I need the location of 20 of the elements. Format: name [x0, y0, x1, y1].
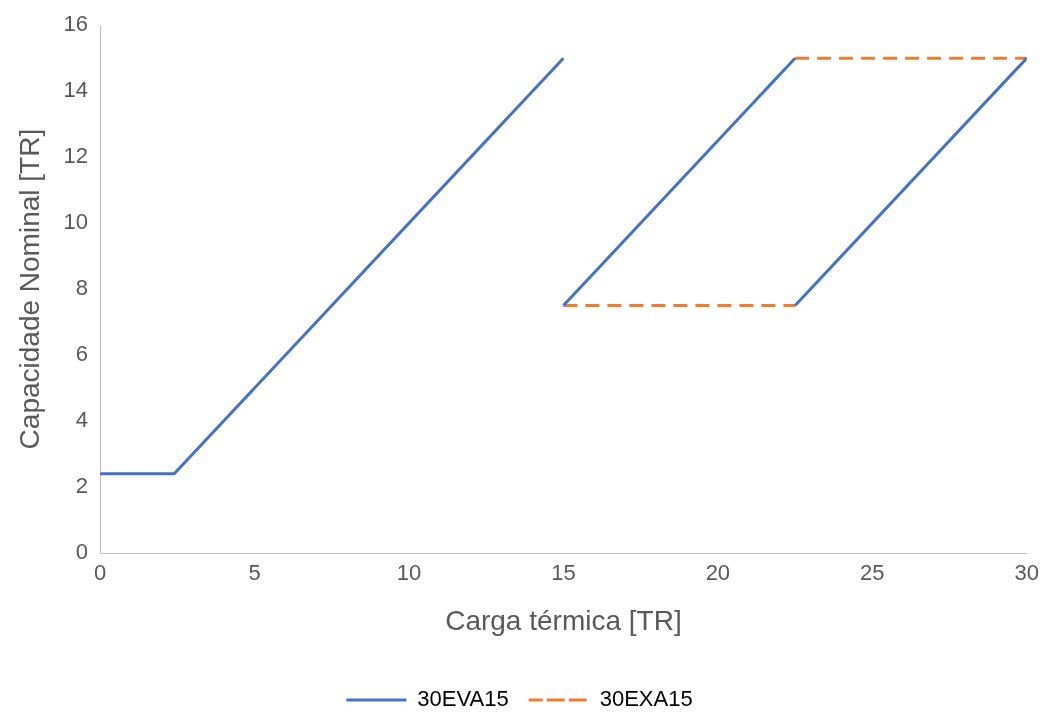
- y-tick-label: 10: [63, 209, 89, 235]
- x-tick-label: 10: [396, 560, 422, 586]
- x-tick-label: 15: [551, 560, 576, 586]
- x-tick-label: 20: [705, 560, 731, 586]
- x-axis-title: Carga térmica [TR]: [445, 604, 682, 636]
- y-tick-label: 14: [63, 77, 89, 103]
- legend-label: 30EXA15: [599, 686, 693, 712]
- y-tick-label: 0: [75, 539, 89, 565]
- y-tick-label: 4: [75, 407, 89, 433]
- legend-label: 30EVA15: [417, 686, 509, 712]
- y-tick-label: 12: [63, 143, 89, 169]
- x-tick-label: 5: [248, 560, 261, 586]
- y-axis-title: Capacidade Nominal [TR]: [13, 128, 45, 450]
- x-tick-label: 25: [860, 560, 885, 586]
- y-tick-label: 16: [63, 11, 89, 37]
- y-tick-label: 2: [75, 473, 89, 499]
- x-tick-label: 30: [1014, 560, 1040, 586]
- y-tick-label: 8: [75, 275, 89, 301]
- x-tick-label: 0: [93, 560, 107, 586]
- y-tick-label: 6: [75, 341, 89, 367]
